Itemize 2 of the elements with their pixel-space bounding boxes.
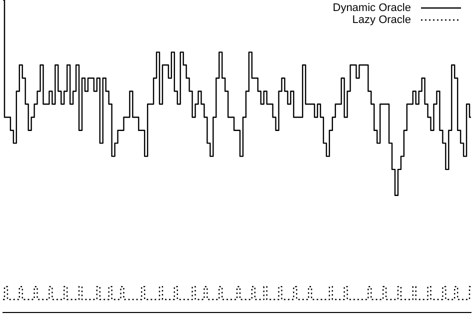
legend-label: Dynamic Oracle [332, 2, 411, 14]
legend-label: Lazy Oracle [352, 14, 411, 26]
